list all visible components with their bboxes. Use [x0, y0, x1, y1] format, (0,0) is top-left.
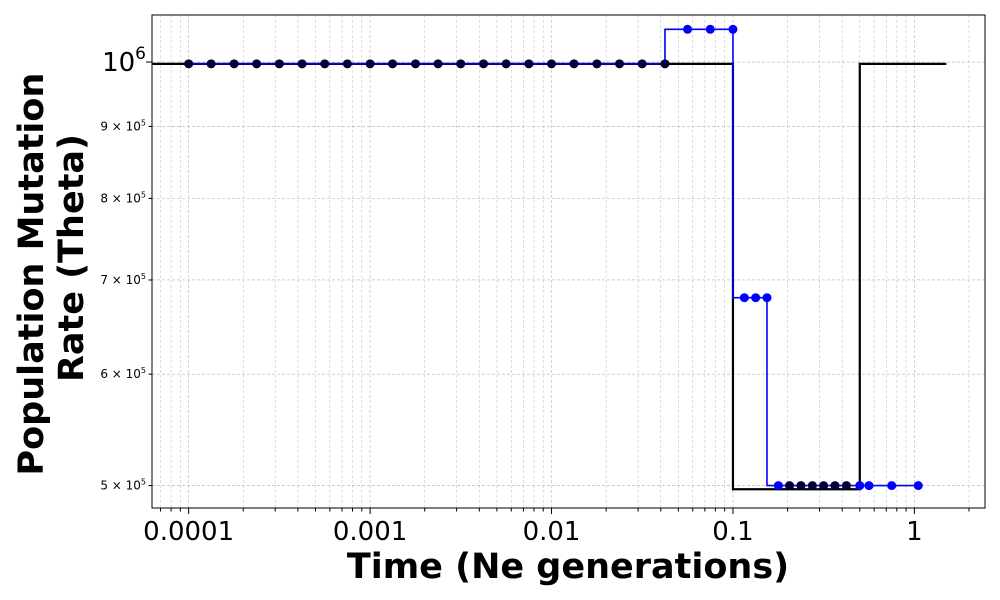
data-point	[524, 59, 534, 69]
data-point	[855, 481, 865, 491]
x-axis-ticks: 0.0001 0.001 0.01 0.1 1	[143, 508, 970, 547]
data-point	[762, 293, 772, 303]
data-point	[887, 481, 897, 491]
y-tick-label: 9 × 105	[100, 118, 146, 133]
y-tick-base: 9 × 10	[100, 119, 141, 133]
y-tick-label: 106	[102, 44, 146, 78]
data-point	[615, 59, 625, 69]
data-point	[592, 59, 602, 69]
y-tick-base: 7 × 10	[100, 273, 141, 287]
y-tick-exponent: 5	[141, 272, 146, 281]
data-point	[320, 59, 330, 69]
data-point	[841, 481, 851, 491]
y-tick-label: 5 × 105	[100, 478, 146, 493]
data-point	[274, 59, 284, 69]
plot-frame	[151, 14, 986, 509]
x-tick-label: 0.01	[523, 517, 581, 547]
data-point	[796, 481, 806, 491]
x-tick-label: 0.0001	[143, 517, 234, 547]
data-point	[229, 59, 239, 69]
y-tick-label: 6 × 105	[100, 366, 146, 381]
data-point	[637, 59, 647, 69]
data-point	[479, 59, 489, 69]
y-tick-exponent: 5	[141, 478, 146, 487]
y-tick-base: 10	[102, 48, 135, 78]
y-tick-base: 8 × 10	[100, 191, 141, 205]
y-axis-label: Population Mutation Rate (Theta)	[12, 60, 92, 475]
data-point	[728, 24, 738, 34]
x-tick-label: 1	[906, 517, 923, 547]
data-point	[433, 59, 443, 69]
data-point	[184, 59, 194, 69]
series-layer	[152, 24, 947, 491]
data-point	[456, 59, 466, 69]
y-axis-label-line2: Rate (Theta)	[52, 134, 92, 382]
y-tick-label: 8 × 105	[100, 190, 146, 205]
data-point	[819, 481, 829, 491]
y-tick-exponent: 6	[135, 44, 146, 64]
data-point	[864, 481, 874, 491]
y-tick-base: 5 × 10	[100, 479, 141, 493]
y-tick-base: 6 × 10	[100, 367, 141, 381]
data-point	[342, 59, 352, 69]
data-point	[683, 24, 693, 34]
data-point	[913, 481, 923, 491]
data-point	[773, 481, 783, 491]
x-tick-label: 0.001	[333, 517, 407, 547]
data-point	[388, 59, 398, 69]
x-tick-label: 0.1	[712, 517, 753, 547]
data-point	[501, 59, 511, 69]
data-point	[705, 24, 715, 34]
data-point	[751, 293, 761, 303]
y-tick-exponent: 5	[141, 190, 146, 199]
grid	[152, 15, 985, 508]
data-point	[807, 481, 817, 491]
data-point	[297, 59, 307, 69]
series-line-black	[152, 62, 947, 491]
y-tick-label: 7 × 105	[100, 272, 146, 287]
data-point	[785, 481, 795, 491]
data-point	[830, 481, 840, 491]
data-point	[569, 59, 579, 69]
y-axis-label-line1: Population Mutation	[12, 73, 52, 476]
data-point	[547, 59, 557, 69]
data-point	[206, 59, 216, 69]
y-tick-exponent: 5	[141, 366, 146, 375]
data-point	[660, 59, 670, 69]
y-tick-exponent: 5	[141, 118, 146, 127]
data-point	[739, 293, 749, 303]
data-point	[252, 59, 262, 69]
data-point	[365, 59, 375, 69]
x-axis-label: Time (Ne generations)	[347, 547, 789, 587]
data-point	[411, 59, 421, 69]
